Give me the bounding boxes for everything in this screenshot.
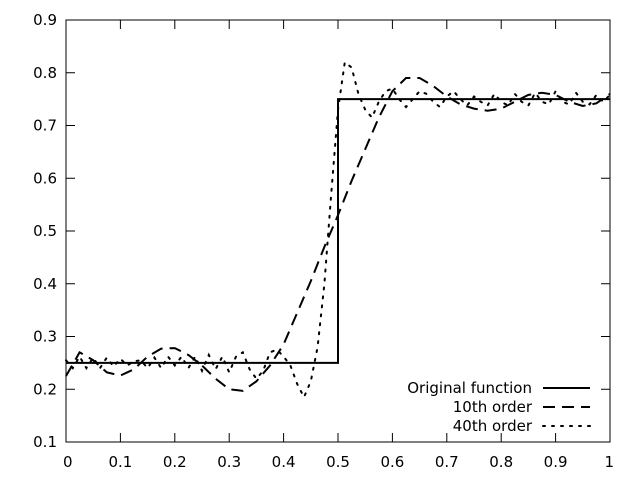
series-line-2 [65,77,611,392]
x-tick-label: 0.7 [435,453,459,471]
x-tick-label: 1 [604,453,614,471]
legend-label-3: 40th order [453,417,533,435]
y-tick-label: 0.5 [33,222,57,240]
y-tick-label: 0.1 [33,433,57,451]
x-tick-label: 0.2 [163,453,187,471]
y-tick-label: 0.6 [33,169,57,187]
series-line-3 [65,60,611,400]
legend-label-2: 10th order [453,398,533,416]
x-tick-label: 0.4 [272,453,296,471]
y-tick-label: 0.3 [33,328,57,346]
y-tick-label: 0.7 [33,117,57,135]
y-tick-label: 0.9 [33,11,57,29]
legend-label-1: Original function [407,379,532,397]
x-tick-label: 0.9 [544,453,568,471]
y-tick-label: 0.8 [33,64,57,82]
x-tick-label: 0.3 [217,453,241,471]
series-layer [65,60,611,400]
x-tick-label: 0 [63,453,73,471]
series-line-1 [66,98,610,364]
x-tick-label: 0.1 [108,453,132,471]
x-tick-label: 0.6 [380,453,404,471]
x-tick-label: 0.5 [326,453,350,471]
x-tick-label: 0.8 [489,453,513,471]
ticks-layer: 0 0.1 0.2 0.3 0.4 0.5 0.6 0.7 0.8 0.9 1 0.1 0.2 0.3 0.… [33,11,614,471]
y-tick-label: 0.2 [33,380,57,398]
y-tick-label: 0.4 [33,275,57,293]
